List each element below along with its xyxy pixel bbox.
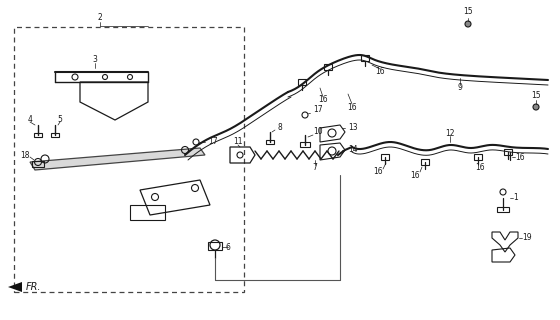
Bar (324, 64, 332, 70)
Text: FR.: FR. (26, 282, 41, 292)
Text: 3: 3 (92, 55, 97, 65)
Text: 16: 16 (347, 102, 357, 111)
Text: 15: 15 (531, 92, 541, 100)
Bar (208, 242, 222, 250)
Ellipse shape (465, 21, 471, 27)
Polygon shape (30, 148, 205, 170)
Bar (298, 79, 306, 85)
Bar (421, 159, 429, 165)
Bar (361, 55, 369, 61)
Text: 14: 14 (348, 146, 358, 155)
Text: 18: 18 (20, 150, 30, 159)
Text: 1: 1 (513, 194, 518, 203)
Text: 13: 13 (348, 124, 358, 132)
Text: 16: 16 (375, 68, 385, 76)
Text: 12: 12 (445, 129, 455, 138)
Polygon shape (8, 282, 22, 292)
Bar (266, 140, 274, 144)
Text: 8: 8 (278, 124, 283, 132)
Text: 16: 16 (515, 154, 525, 163)
Text: 9: 9 (458, 84, 463, 92)
Text: 6: 6 (225, 243, 230, 252)
Text: 16: 16 (373, 167, 383, 177)
Bar (381, 154, 389, 160)
Text: 5: 5 (58, 115, 62, 124)
Bar (32, 161, 44, 167)
Bar (474, 154, 482, 160)
Text: 4: 4 (27, 115, 32, 124)
Text: 19: 19 (522, 234, 531, 243)
Text: 10: 10 (313, 127, 323, 137)
Bar (51, 133, 59, 137)
Text: 17: 17 (313, 106, 323, 115)
Text: 2: 2 (97, 13, 102, 22)
Bar (300, 142, 310, 147)
Text: 16: 16 (318, 95, 328, 105)
Text: 16: 16 (475, 164, 485, 172)
Ellipse shape (533, 104, 539, 110)
Bar (34, 133, 42, 137)
Bar (497, 207, 509, 212)
Text: 15: 15 (463, 7, 473, 17)
Text: 17: 17 (208, 138, 218, 147)
Bar (504, 149, 512, 155)
Bar (14, 27, 244, 292)
Text: 11: 11 (234, 138, 242, 147)
Text: 16: 16 (410, 171, 420, 180)
Text: 7: 7 (312, 164, 318, 172)
